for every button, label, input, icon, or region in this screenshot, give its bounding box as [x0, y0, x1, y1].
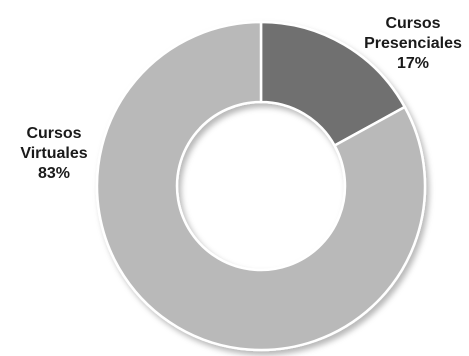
- slice-group: [95, 20, 427, 352]
- label-virtuales-percent: 83%: [37, 165, 71, 182]
- label-cursos-presenciales: Cursos Presenciales 17%: [355, 14, 469, 74]
- label-presenciales-percent: 17%: [396, 55, 430, 72]
- label-cursos-virtuales: Cursos Virtuales 83%: [4, 124, 104, 184]
- slice-cursos-presenciales: [259, 20, 407, 148]
- label-presenciales-line1: Cursos: [385, 15, 441, 32]
- label-virtuales-line2: Virtuales: [20, 145, 88, 162]
- label-presenciales-line2: Presenciales: [364, 35, 462, 52]
- label-virtuales-line1: Cursos: [26, 125, 82, 142]
- slice-cursos-virtuales: [95, 20, 427, 352]
